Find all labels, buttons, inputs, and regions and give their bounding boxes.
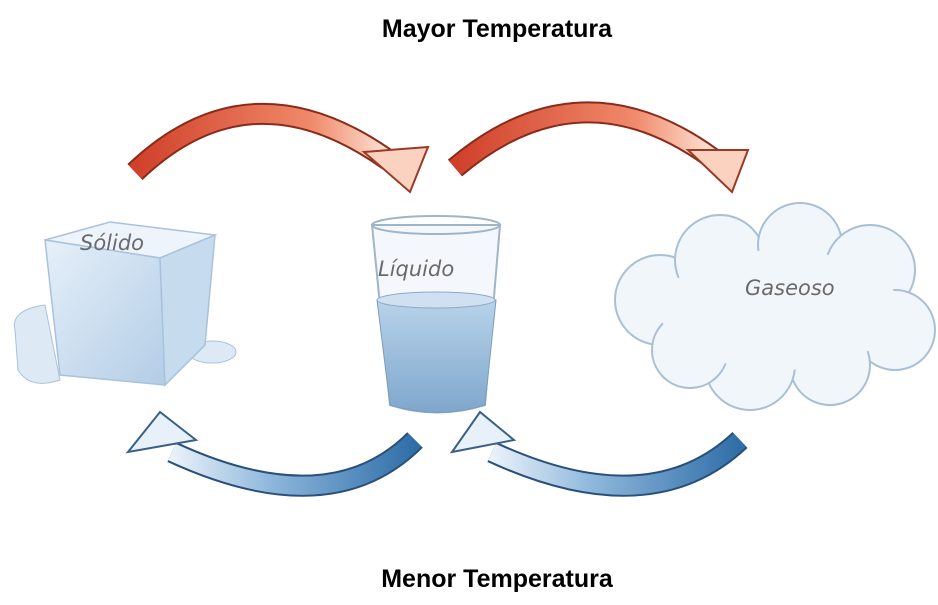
page: Mayor Temperatura Menor Temperatura Sóli…: [0, 0, 938, 605]
cooling-arrow: [128, 412, 415, 486]
cooling-arrow: [452, 412, 740, 486]
top-title: Mayor Temperatura: [382, 15, 613, 43]
node-label: Gaseoso: [745, 276, 835, 300]
node-label: Líquido: [378, 257, 454, 281]
node-label: Sólido: [80, 231, 144, 255]
cloud: [615, 203, 935, 410]
heating-arrow: [455, 112, 748, 192]
heating-arrow: [135, 114, 428, 192]
bottom-title: Menor Temperatura: [381, 565, 614, 593]
diagram: Mayor Temperatura Menor Temperatura Sóli…: [0, 0, 938, 605]
glass: [372, 216, 500, 413]
